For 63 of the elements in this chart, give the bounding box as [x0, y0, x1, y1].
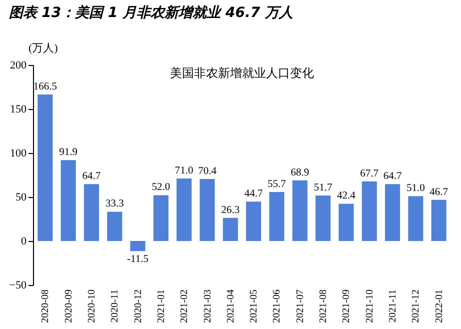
bar: [385, 184, 400, 241]
data-label: 64.7: [383, 171, 402, 182]
data-label: 42.4: [337, 190, 356, 202]
x-tick-label: 2020-12: [132, 290, 144, 323]
bar: [60, 160, 76, 241]
y-tick-label: 0: [21, 236, 27, 248]
bar: [107, 212, 122, 241]
x-tick-label: 2021-07: [294, 290, 306, 323]
bar: [38, 94, 53, 241]
data-label: 55.7: [268, 178, 286, 190]
data-label: 33.3: [105, 198, 124, 210]
x-tick-label: 2021-01: [156, 290, 167, 323]
data-label: 44.7: [244, 188, 263, 200]
data-label: 91.9: [59, 147, 78, 158]
chart-title: 图表 13：美国 1 月非农新增就业 46.7 万人: [8, 4, 293, 21]
bar: [431, 200, 446, 241]
bar: [316, 196, 331, 241]
x-tick-label: 2021-02: [179, 290, 190, 323]
bar: [269, 192, 284, 241]
x-tick-label: 2020-11: [110, 290, 121, 322]
x-tick-label: 2021-08: [318, 290, 330, 323]
x-tick-label: 2021-10: [364, 290, 376, 323]
data-label: 51.7: [314, 182, 332, 194]
data-label: 64.7: [82, 171, 101, 182]
y-axis-title: (万人): [28, 42, 58, 54]
bar: [84, 184, 99, 241]
x-tick-label: 2021-06: [272, 290, 283, 323]
data-label: 71.0: [174, 166, 194, 177]
x-tick-label: 2021-03: [202, 290, 214, 323]
data-label: 52.0: [152, 182, 170, 194]
bar: [200, 179, 215, 241]
data-label: 68.9: [290, 167, 310, 178]
data-label: 70.4: [198, 166, 218, 178]
x-tick-label: 2020-08: [40, 290, 52, 323]
bar: [362, 181, 377, 241]
x-tick-label: 2022-01: [434, 290, 445, 323]
chart-subtitle: 美国非农新增就业人口变化: [170, 66, 314, 80]
x-tick-label: 2021-04: [225, 290, 236, 323]
x-tick-label: 2021-12: [410, 290, 422, 323]
bar: [246, 202, 262, 241]
y-tick-label: 200: [10, 60, 27, 72]
data-label: -11.5: [127, 254, 149, 266]
data-label: 51.0: [406, 183, 425, 194]
bar: [130, 241, 146, 252]
x-tick-label: 2020-10: [86, 290, 98, 323]
y-tick-label: 50: [16, 192, 27, 204]
x-tick-label: 2021-05: [248, 290, 260, 323]
bar: [408, 196, 424, 241]
y-tick-label: 100: [10, 148, 27, 160]
data-label: 67.7: [360, 168, 379, 180]
bar: [153, 195, 168, 241]
bar: [338, 204, 354, 241]
bar: [222, 218, 238, 241]
data-label: 26.3: [221, 204, 240, 216]
x-tick-label: 2020-09: [63, 290, 74, 323]
x-tick-label: 2021-09: [341, 290, 352, 323]
data-label: 166.5: [33, 81, 57, 92]
data-label: 46.7: [430, 186, 448, 198]
y-tick-label: 150: [10, 104, 27, 116]
x-tick-label: 2021-11: [388, 290, 399, 322]
bar: [292, 180, 308, 241]
y-tick-label: −50: [9, 280, 27, 292]
bar: [176, 178, 192, 241]
